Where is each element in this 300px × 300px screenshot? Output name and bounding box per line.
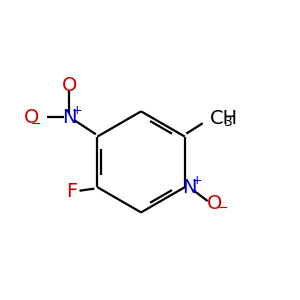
Text: CH: CH	[209, 109, 238, 128]
Text: O: O	[61, 76, 77, 95]
Text: −: −	[30, 118, 41, 131]
Text: O: O	[24, 108, 39, 127]
Text: −: −	[218, 202, 228, 215]
Text: O: O	[207, 194, 222, 213]
Text: N: N	[182, 178, 196, 197]
Text: 3: 3	[224, 115, 233, 129]
Text: +: +	[192, 174, 202, 187]
Text: N: N	[62, 108, 76, 127]
Text: F: F	[66, 182, 78, 201]
Text: +: +	[71, 104, 82, 117]
